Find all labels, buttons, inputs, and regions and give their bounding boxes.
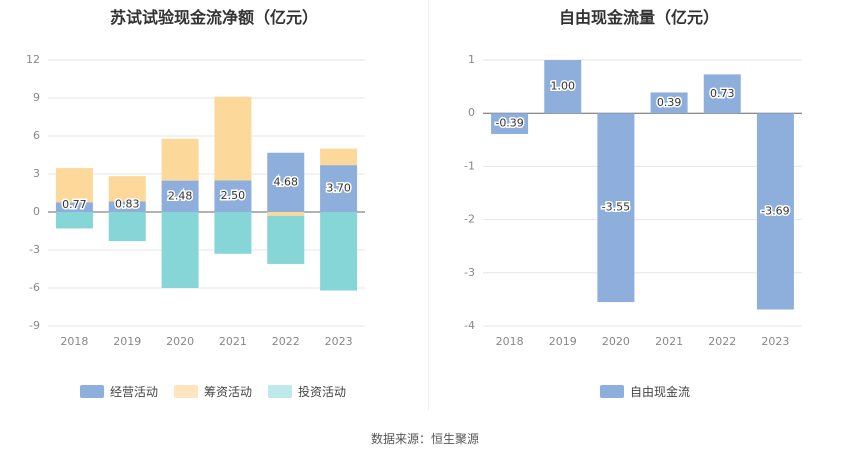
bar-operating — [55, 202, 93, 212]
bar-operating — [320, 165, 358, 212]
legend-swatch-financing — [174, 385, 199, 398]
data-label: 2.48 — [168, 189, 193, 202]
x-tick-label: 2018 — [496, 335, 524, 348]
x-tick-label: 2021 — [655, 335, 683, 348]
bar-investing — [214, 212, 252, 254]
chart-title-free-cashflow: 自由现金流量（亿元） — [558, 8, 719, 27]
legend-swatch-fcf — [600, 385, 624, 398]
x-tick-label: 2022 — [272, 335, 300, 348]
legend-label-operating: 经营活动 — [110, 385, 159, 399]
data-source-note: 数据来源：恒生聚源 — [370, 432, 479, 446]
x-tick-label: 2022 — [708, 335, 736, 348]
bar-financing — [55, 168, 93, 203]
x-tick-label: 2018 — [60, 335, 88, 348]
bar-free-cashflow — [650, 92, 688, 114]
data-label: 0.73 — [710, 87, 735, 100]
y-tick-label: -6 — [29, 281, 40, 294]
bar-financing — [108, 176, 146, 202]
bar-free-cashflow — [756, 113, 794, 310]
y-tick-label: 0 — [468, 106, 475, 119]
legend-item-financing[interactable]: 筹资活动 — [174, 383, 252, 400]
bar-investing — [320, 212, 358, 291]
data-label: 3.70 — [326, 182, 351, 195]
y-tick-label: -3 — [29, 243, 40, 256]
x-tick-label: 2019 — [113, 335, 141, 348]
bar-free-cashflow — [597, 113, 635, 303]
data-label: -3.55 — [602, 201, 630, 214]
legend-cashflow: 经营活动 筹资活动 投资活动 — [80, 383, 346, 400]
y-tick-label: 6 — [33, 129, 40, 142]
data-label: 0.39 — [657, 96, 682, 109]
y-tick-label: 1 — [468, 53, 475, 66]
legend-swatch-investing — [268, 385, 293, 398]
legend-item-investing[interactable]: 投资活动 — [268, 383, 346, 400]
y-tick-label: 0 — [33, 205, 40, 218]
y-tick-label: 12 — [26, 53, 40, 66]
bar-free-cashflow — [703, 74, 741, 114]
data-label: -3.69 — [761, 204, 789, 217]
bar-investing — [161, 212, 199, 288]
bar-financing — [267, 212, 305, 216]
legend-label-fcf: 自由现金流 — [630, 385, 691, 399]
y-tick-label: 9 — [33, 91, 40, 104]
y-tick-label: -4 — [464, 319, 475, 332]
chart-title-cashflow: 苏试试验现金流净额（亿元） — [109, 8, 318, 27]
data-label: -0.39 — [495, 117, 523, 130]
bar-operating — [267, 152, 305, 212]
data-label: 1.00 — [551, 80, 576, 93]
bar-operating — [161, 180, 199, 212]
x-tick-label: 2019 — [549, 335, 577, 348]
bar-free-cashflow — [544, 60, 582, 114]
bar-free-cashflow — [491, 113, 529, 134]
y-tick-label: -3 — [464, 266, 475, 279]
x-tick-label: 2023 — [761, 335, 789, 348]
y-tick-label: -2 — [464, 213, 475, 226]
bar-operating — [108, 201, 146, 212]
y-tick-label: 3 — [33, 167, 40, 180]
y-tick-label: -1 — [464, 159, 475, 172]
legend-swatch-operating — [80, 385, 104, 398]
y-tick-label: -9 — [29, 319, 40, 332]
bar-operating — [214, 180, 252, 212]
data-label: 4.68 — [274, 175, 299, 188]
x-tick-label: 2023 — [325, 335, 353, 348]
x-tick-label: 2021 — [219, 335, 247, 348]
bar-financing — [320, 148, 358, 166]
legend-item-operating[interactable]: 经营活动 — [80, 383, 158, 400]
x-tick-label: 2020 — [602, 335, 630, 348]
legend-label-financing: 筹资活动 — [204, 385, 253, 399]
data-label: 0.77 — [62, 198, 87, 211]
bar-financing — [214, 96, 252, 181]
bar-investing — [267, 215, 305, 264]
panel-divider — [428, 0, 429, 410]
legend-free-cashflow: 自由现金流 — [600, 383, 690, 400]
x-tick-label: 2020 — [166, 335, 194, 348]
legend-item-fcf[interactable]: 自由现金流 — [600, 383, 690, 400]
bar-investing — [55, 212, 93, 229]
bar-financing — [161, 138, 199, 181]
data-label: 2.50 — [221, 189, 246, 202]
bar-investing — [108, 212, 146, 242]
data-label: 0.83 — [115, 198, 140, 211]
legend-label-investing: 投资活动 — [298, 385, 347, 399]
chart-canvas: 12 9 6 3 0 -3 -6 -9 0.77 2018 0.83 2019 2.48 2020 2.50… — [26, 53, 802, 348]
